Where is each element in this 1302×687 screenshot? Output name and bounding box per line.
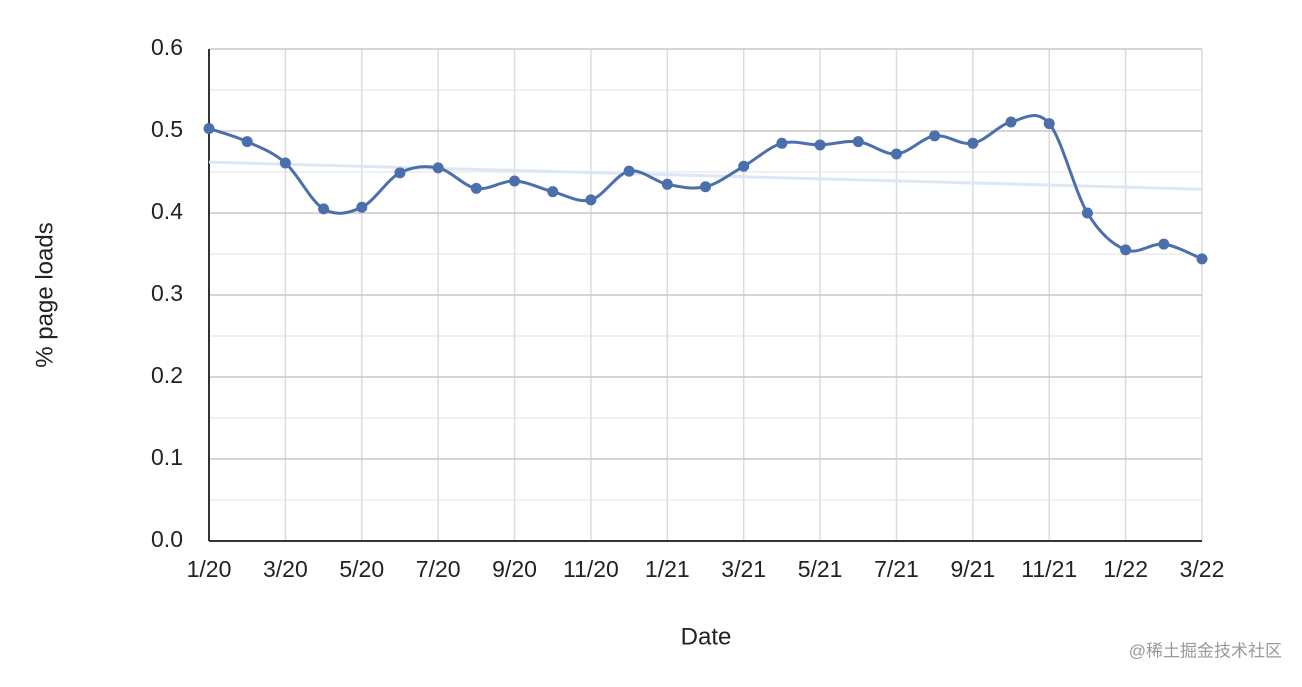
data-point — [356, 201, 368, 213]
x-tick-label: 5/21 — [798, 556, 843, 582]
x-tick-label: 1/21 — [645, 556, 690, 582]
data-point — [700, 181, 711, 193]
data-point — [776, 137, 788, 149]
x-tick-label: 11/21 — [1021, 556, 1077, 582]
data-point — [1158, 238, 1170, 250]
data-point — [623, 165, 635, 177]
data-point — [890, 148, 902, 160]
data-point — [470, 182, 482, 194]
data-point — [585, 194, 597, 206]
x-tick-label: 3/22 — [1180, 556, 1225, 582]
data-point — [1120, 244, 1132, 256]
data-point — [509, 175, 521, 187]
data-point — [929, 130, 941, 142]
data-point — [967, 137, 979, 149]
data-point — [547, 186, 559, 198]
x-axis-title: Date — [681, 623, 732, 650]
data-point — [852, 136, 864, 148]
y-tick-label: 0.1 — [151, 444, 183, 470]
data-point — [1043, 118, 1055, 130]
x-tick-label: 9/20 — [492, 556, 537, 582]
y-tick-label: 0.2 — [151, 362, 183, 388]
x-tick-label: 1/20 — [187, 556, 232, 582]
data-point — [432, 162, 444, 174]
y-tick-label: 0.3 — [151, 280, 183, 306]
data-point — [1196, 253, 1208, 265]
trendline — [208, 160, 1203, 191]
x-tick-label: 3/20 — [263, 556, 308, 582]
data-point — [241, 136, 253, 148]
y-tick-label: 0.5 — [151, 116, 183, 142]
data-point — [1005, 116, 1017, 128]
data-point — [394, 167, 406, 179]
x-tick-label: 1/22 — [1103, 556, 1148, 582]
x-tick-label: 7/20 — [416, 556, 461, 582]
x-tick-label: 3/21 — [721, 556, 766, 582]
data-point — [661, 178, 673, 190]
data-point — [318, 203, 330, 215]
data-point — [1081, 207, 1093, 219]
data-point — [279, 157, 291, 169]
y-axis-title: % page loads — [31, 222, 58, 367]
data-point — [738, 160, 750, 172]
watermark: @稀土掘金技术社区 — [1129, 641, 1282, 660]
y-tick-label: 0.6 — [151, 34, 183, 60]
y-tick-label: 0.4 — [151, 198, 183, 224]
data-point — [203, 123, 215, 135]
y-tick-label: 0.0 — [151, 526, 183, 552]
x-tick-label: 11/20 — [563, 556, 619, 582]
data-point — [814, 139, 826, 151]
x-tick-label: 9/21 — [950, 556, 995, 582]
x-tick-label: 7/21 — [874, 556, 919, 582]
x-tick-label: 5/20 — [339, 556, 384, 582]
